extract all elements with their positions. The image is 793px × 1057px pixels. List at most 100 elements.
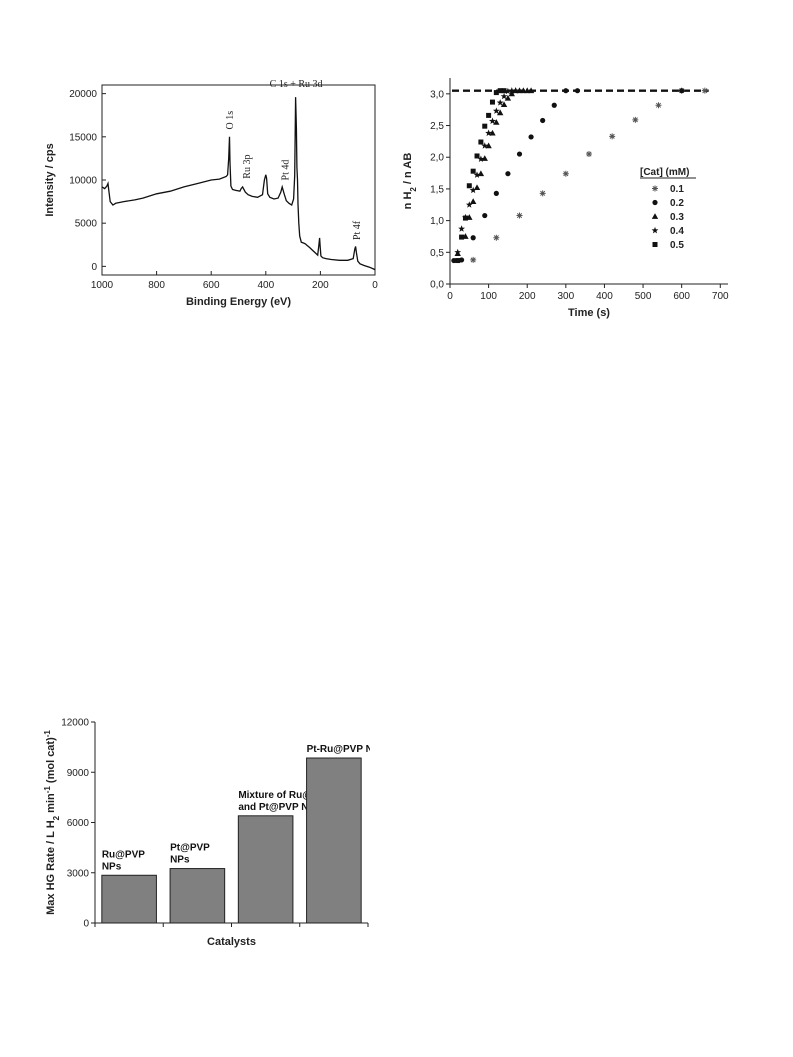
data-point-circle [470,235,476,241]
data-point-triangle [508,90,515,97]
data-point-asterisk [539,190,546,197]
legend-label: 0.3 [670,212,684,223]
data-point-star [477,155,485,162]
y-axis-label-part: / n AB [402,153,414,187]
data-point-square [459,234,465,240]
y-axis-label-subscript: 2 [409,187,418,192]
y-tick-label: 3,0 [430,89,444,100]
data-point-square [455,258,461,264]
plot-frame [101,84,376,276]
data-point-square [486,112,492,118]
bar-category-label: NPs [102,861,122,872]
bar-category-label: and Pt@PVP NPs [238,802,321,813]
legend-marker-star [651,226,659,234]
data-point-square [470,168,476,174]
x-tick-label: 800 [148,280,165,291]
hydrogen-kinetics-chart: 0 100 200 300 400 500 600 700 0,0 0,5 1,0 1,5 2,0 2,5… [402,78,729,319]
data-point-asterisk [562,170,569,177]
y-axis-label: n H2 / n AB [402,153,418,210]
data-point-square [478,139,484,145]
data-point-star [504,87,512,95]
data-point-star [458,225,465,232]
data-point-star [489,117,496,124]
xps-spectrum-line [101,97,376,271]
data-point-circle [493,190,499,196]
y-tick-label: 6000 [67,818,90,829]
legend-marker-square [652,242,658,247]
x-tick-label: 300 [557,291,574,302]
data-point-circle [451,257,457,264]
legend-marker-circle [652,199,658,206]
data-point-triangle [500,101,508,108]
data-point-triangle [496,109,504,116]
data-point-square [462,215,468,221]
y-tick-label: 3000 [67,868,90,879]
x-tick-label: 200 [312,280,329,291]
data-point-circle [505,171,511,177]
data-point-triangle [504,94,512,101]
data-point-triangle [493,119,500,125]
y-tick-label: 0 [91,262,97,273]
bar-category-label: Ru@PVP [102,849,145,860]
y-axis-label-part: min [45,793,57,816]
x-tick-label: 0 [372,280,378,291]
data-point-asterisk [493,234,500,241]
data-point-star [485,129,492,137]
data-point-triangle [489,129,496,136]
bar-category-label: Pt-Ru@PVP NPs [307,744,370,755]
data-point-square [489,99,495,105]
data-point-square [493,90,499,96]
y-tick-label: 5000 [75,219,98,230]
data-point-asterisk [470,256,477,263]
data-point-asterisk [609,133,616,140]
x-tick-label: 200 [519,291,536,302]
x-tick-label: 700 [712,291,729,302]
data-point-circle [528,134,534,140]
bar [169,868,226,924]
data-point-circle [679,88,685,94]
data-point-circle [516,151,523,157]
data-point-star [500,92,508,100]
legend-label: 0.4 [670,226,684,237]
max-hg-rate-bar-chart: 030006000900012000Ru@PVPNPsPt@PVPNPsMixt… [43,718,371,949]
x-tick-label: 400 [596,291,613,302]
data-point-square [501,88,507,94]
data-point-star [454,248,462,256]
y-tick-label: 2,5 [430,121,444,132]
y-tick-label: 2,0 [430,153,444,164]
bar [101,874,157,924]
y-tick-label: 9000 [67,768,90,779]
data-point-circle [540,117,546,124]
y-axis-label-subscript: 2 [52,815,61,820]
x-tick-label: 600 [203,280,220,291]
y-tick-label: 12000 [61,718,89,729]
legend-label: 0.2 [670,198,684,209]
x-tick-label: 500 [635,291,652,302]
y-tick-label: 20000 [69,89,97,100]
data-point-circle [574,88,581,94]
x-axis-label: Binding Energy (eV) [186,296,291,308]
data-point-square [474,153,480,159]
y-tick-label: 1,0 [430,216,444,227]
data-point-star [473,171,481,178]
y-axis-label: Intensity / cps [44,143,56,216]
peak-label: Pt 4d [280,160,291,181]
y-axis-label: Max HG Rate / L H2 min-1 (mol cat)-1 [43,730,61,915]
data-point-star [465,201,473,208]
data-point-star [496,99,504,106]
data-point-triangle [527,87,535,94]
legend-label: 0.1 [670,184,684,195]
data-point-asterisk [516,212,523,219]
data-point-star [492,107,500,114]
data-point-asterisk [586,151,592,158]
data-point-star [508,87,516,94]
x-tick-label: 1000 [91,280,114,291]
y-axis-label-superscript: -1 [43,786,52,794]
legend-title: [Cat] (mM) [640,167,689,178]
peak-label: Ru 3p [242,155,253,179]
y-tick-label: 1,5 [430,184,444,195]
bar-category-label: Pt@PVP [170,843,210,854]
data-point-star [481,142,489,149]
data-point-square [482,123,488,129]
data-point-square [497,88,503,94]
